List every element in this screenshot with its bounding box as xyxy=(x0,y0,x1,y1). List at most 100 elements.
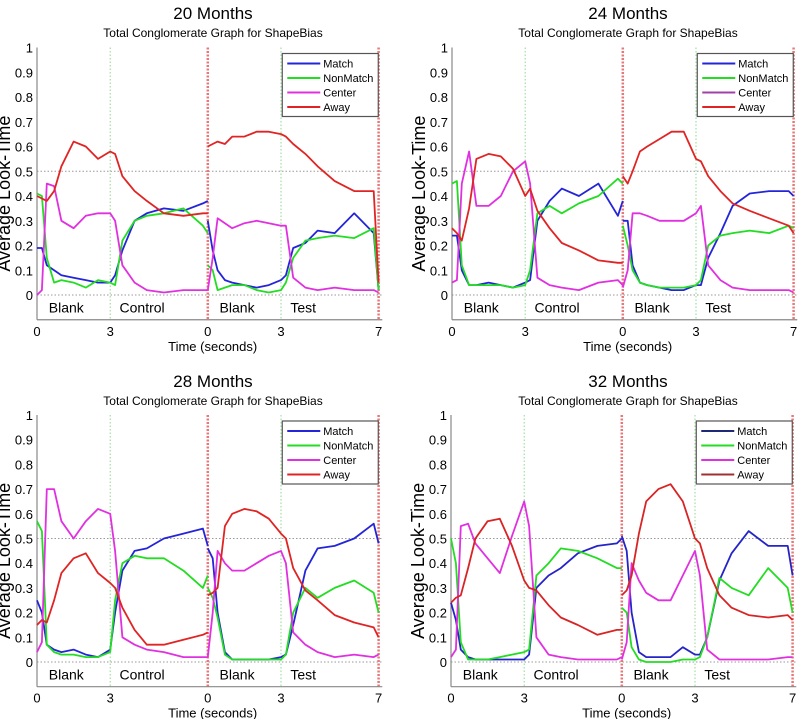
y-tick-label: 0.5 xyxy=(430,164,448,179)
legend-label: Away xyxy=(737,470,764,482)
segment-label: Blank xyxy=(220,666,256,682)
chart-panel: 32 Months Total Conglomerate Graph for Sh… xyxy=(408,372,797,719)
legend-label: Match xyxy=(323,59,353,71)
legend: Match NonMatch Center Away xyxy=(696,52,794,118)
series-line-away xyxy=(207,507,380,638)
series-line-center xyxy=(450,500,623,661)
legend-label: Center xyxy=(323,88,356,100)
series-line-center xyxy=(206,550,380,658)
segment-label: Test xyxy=(705,299,731,315)
segment-label: Blank xyxy=(49,666,85,682)
y-tick-label: 0.7 xyxy=(15,115,33,130)
series-line-match xyxy=(622,190,795,292)
chart-title: 20 Months xyxy=(173,4,252,23)
x-tick-label: 0 xyxy=(618,691,625,706)
x-tick-label: 3 xyxy=(277,691,284,706)
legend-label: NonMatch xyxy=(738,73,788,85)
series-line-nonmatch xyxy=(207,227,380,294)
y-tick-label: 0.7 xyxy=(430,115,448,130)
series-line-nonmatch xyxy=(36,192,209,289)
x-tick-label: 7 xyxy=(375,324,382,339)
y-tick-label: 0.6 xyxy=(15,507,33,522)
segment-label: Test xyxy=(290,299,316,315)
segment-label: Control xyxy=(535,299,580,315)
series-line-nonmatch xyxy=(451,177,624,289)
y-tick-label: 1 xyxy=(26,408,33,423)
segment-label: Blank xyxy=(463,666,499,682)
x-tick-label: 0 xyxy=(204,691,211,706)
legend-label: Away xyxy=(323,470,350,482)
legend-label: Match xyxy=(738,59,768,71)
y-tick-label: 0.9 xyxy=(15,433,33,448)
y-tick-label: 1 xyxy=(440,408,447,423)
x-tick-label: 0 xyxy=(619,324,626,339)
series-line-match xyxy=(450,537,623,661)
chart-subtitle: Total Conglomerate Graph for ShapeBias xyxy=(518,394,737,408)
y-tick-label: 0 xyxy=(26,655,33,670)
y-tick-label: 0.2 xyxy=(429,606,447,621)
series-line-match xyxy=(206,212,380,291)
legend-label: Center xyxy=(738,88,771,100)
y-tick-label: 0.4 xyxy=(429,556,447,571)
series-line-nonmatch xyxy=(621,224,795,289)
x-tick-label: 0 xyxy=(204,324,211,339)
y-tick-label: 1 xyxy=(26,41,33,56)
segment-label: Blank xyxy=(634,666,670,682)
series-line-center xyxy=(621,204,794,294)
series-line-center xyxy=(36,488,208,658)
x-tick-label: 3 xyxy=(107,691,114,706)
y-tick-label: 0.3 xyxy=(430,214,448,229)
y-tick-label: 0.9 xyxy=(429,433,447,448)
legend: Match NonMatch Center Away xyxy=(695,420,793,485)
y-tick-label: 0.1 xyxy=(429,630,447,645)
legend: Match NonMatch Center Away xyxy=(281,52,379,118)
series-line-center xyxy=(620,550,793,661)
segment-label: Test xyxy=(290,666,316,682)
series-line-nonmatch xyxy=(36,520,209,658)
x-tick-label: 3 xyxy=(692,324,699,339)
x-axis-label: Time (seconds) xyxy=(583,339,672,354)
series-line-center xyxy=(36,182,208,296)
y-tick-label: 0.4 xyxy=(430,189,448,204)
y-tick-label: 0.8 xyxy=(15,90,33,105)
y-tick-label: 0.6 xyxy=(15,140,33,155)
chart-panel: 20 Months Total Conglomerate Graph for Sh… xyxy=(0,4,383,354)
series-line-match xyxy=(206,522,380,661)
x-tick-label: 3 xyxy=(277,324,284,339)
chart-title: 28 Months xyxy=(173,372,252,391)
legend-label: NonMatch xyxy=(323,441,373,453)
legend-label: Match xyxy=(737,426,767,438)
series-line-away xyxy=(207,130,380,283)
y-tick-label: 0.7 xyxy=(15,482,33,497)
y-tick-label: 0.2 xyxy=(15,239,33,254)
y-tick-label: 0.8 xyxy=(15,457,33,472)
x-tick-label: 3 xyxy=(522,324,529,339)
legend-label: Away xyxy=(738,102,765,114)
chart-subtitle: Total Conglomerate Graph for ShapeBias xyxy=(518,26,737,40)
series-line-away xyxy=(36,552,209,646)
chart-subtitle: Total Conglomerate Graph for ShapeBias xyxy=(103,394,322,408)
y-axis-label: Average Look-Time xyxy=(408,483,428,639)
x-tick-label: 7 xyxy=(790,324,797,339)
chart-title: 32 Months xyxy=(588,372,667,391)
y-tick-label: 0.8 xyxy=(429,457,447,472)
series-line-away xyxy=(450,517,622,636)
y-axis-label: Average Look-Time xyxy=(0,116,14,272)
legend-label: NonMatch xyxy=(737,441,787,453)
legend-label: NonMatch xyxy=(323,73,373,85)
y-tick-label: 0.1 xyxy=(15,630,33,645)
x-axis-label: Time (seconds) xyxy=(168,339,257,354)
segment-label: Blank xyxy=(220,299,256,315)
chart-panel: 24 Months Total Conglomerate Graph for Sh… xyxy=(409,4,798,354)
y-tick-label: 0.2 xyxy=(430,239,448,254)
y-tick-label: 0 xyxy=(440,655,447,670)
y-tick-label: 1 xyxy=(441,41,448,56)
y-tick-label: 0.4 xyxy=(15,189,33,204)
series-line-away xyxy=(36,140,208,217)
y-axis-label: Average Look-Time xyxy=(0,483,14,639)
x-axis-label: Time (seconds) xyxy=(582,706,671,719)
x-tick-label: 0 xyxy=(448,324,455,339)
y-tick-label: 0 xyxy=(26,288,33,303)
series-line-away xyxy=(622,130,795,234)
